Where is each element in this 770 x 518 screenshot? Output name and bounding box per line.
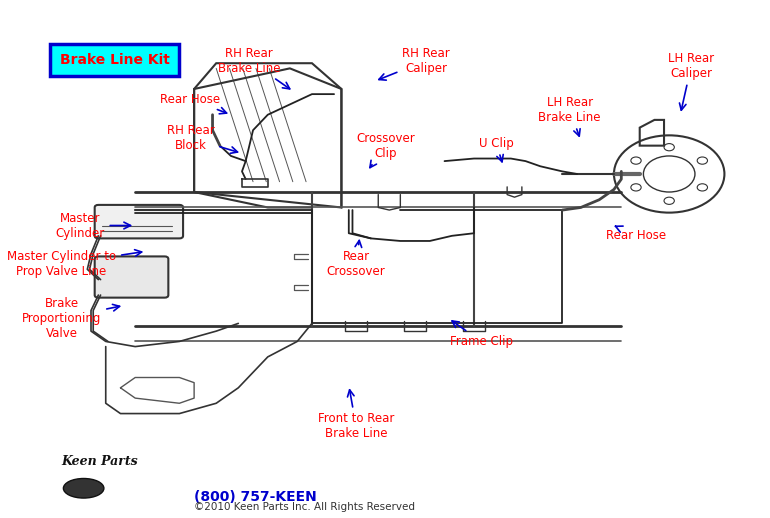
Text: Front to Rear
Brake Line: Front to Rear Brake Line: [318, 390, 394, 440]
Text: RH Rear
Brake Line: RH Rear Brake Line: [218, 47, 290, 89]
Text: Master
Cylinder: Master Cylinder: [55, 211, 131, 239]
Text: RH Rear
Block: RH Rear Block: [166, 124, 238, 153]
Text: Frame Clip: Frame Clip: [450, 321, 513, 348]
Text: Brake
Proportioning
Valve: Brake Proportioning Valve: [22, 297, 119, 340]
Text: RH Rear
Caliper: RH Rear Caliper: [379, 47, 450, 80]
Text: Rear Hose: Rear Hose: [160, 93, 226, 114]
Text: Master Cylinder to
Prop Valve Line: Master Cylinder to Prop Valve Line: [7, 250, 142, 278]
FancyBboxPatch shape: [51, 44, 179, 76]
FancyBboxPatch shape: [95, 205, 183, 238]
Text: LH Rear
Brake Line: LH Rear Brake Line: [538, 96, 601, 136]
Text: Rear
Crossover: Rear Crossover: [326, 240, 386, 278]
Text: Brake Line Kit: Brake Line Kit: [59, 53, 169, 67]
Text: LH Rear
Caliper: LH Rear Caliper: [668, 52, 715, 110]
Text: Crossover
Clip: Crossover Clip: [357, 132, 415, 168]
Text: ©2010 Keen Parts Inc. All Rights Reserved: ©2010 Keen Parts Inc. All Rights Reserve…: [194, 502, 415, 512]
Ellipse shape: [63, 479, 104, 498]
FancyBboxPatch shape: [95, 256, 169, 298]
Text: (800) 757-KEEN: (800) 757-KEEN: [194, 490, 317, 504]
Text: Rear Hose: Rear Hose: [606, 226, 666, 242]
Text: U Clip: U Clip: [479, 137, 514, 162]
Text: Keen Parts: Keen Parts: [62, 455, 138, 468]
